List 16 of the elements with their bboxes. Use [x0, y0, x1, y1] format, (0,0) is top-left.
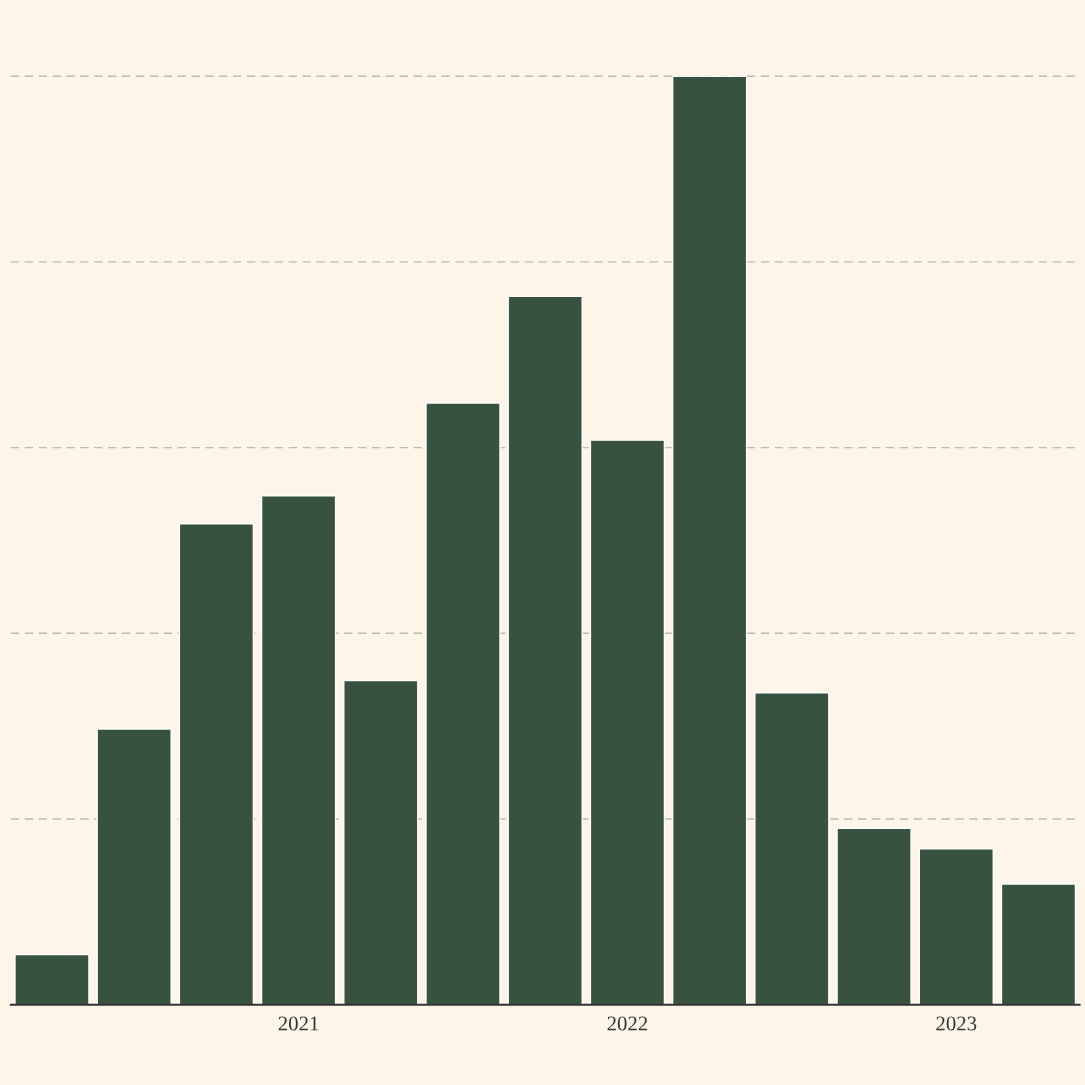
x-tick-label: 2021 [278, 1016, 319, 1031]
bar [671, 75, 748, 1005]
bar [836, 827, 912, 1005]
x-tick-label: 2022 [607, 1016, 648, 1031]
bar [96, 728, 172, 1005]
bar [343, 679, 419, 1005]
bar [507, 295, 583, 1005]
bar [425, 402, 501, 1005]
bar [178, 523, 255, 1005]
bar [14, 953, 90, 1005]
bar [754, 692, 830, 1005]
bar [918, 848, 994, 1005]
bar [1000, 883, 1077, 1005]
bar [589, 439, 666, 1005]
x-tick-label: 2023 [936, 1016, 977, 1031]
bar [260, 495, 337, 1005]
